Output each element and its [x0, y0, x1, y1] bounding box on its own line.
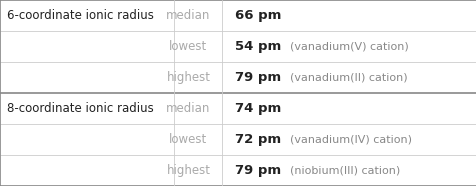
Text: 74 pm: 74 pm: [235, 102, 281, 115]
Text: 66 pm: 66 pm: [235, 9, 281, 22]
Text: 54 pm: 54 pm: [235, 40, 281, 53]
Text: median: median: [166, 9, 210, 22]
Text: (vanadium(V) cation): (vanadium(V) cation): [289, 41, 408, 52]
Text: (vanadium(II) cation): (vanadium(II) cation): [289, 73, 407, 83]
Text: (vanadium(IV) cation): (vanadium(IV) cation): [289, 134, 411, 145]
Text: 72 pm: 72 pm: [235, 133, 281, 146]
Text: 79 pm: 79 pm: [235, 71, 281, 84]
Text: 8-coordinate ionic radius: 8-coordinate ionic radius: [7, 102, 154, 115]
Text: highest: highest: [166, 164, 210, 177]
Text: highest: highest: [166, 71, 210, 84]
Text: 79 pm: 79 pm: [235, 164, 281, 177]
Text: lowest: lowest: [169, 133, 207, 146]
Text: median: median: [166, 102, 210, 115]
Text: lowest: lowest: [169, 40, 207, 53]
Text: (niobium(III) cation): (niobium(III) cation): [289, 166, 399, 176]
Text: 6-coordinate ionic radius: 6-coordinate ionic radius: [7, 9, 154, 22]
